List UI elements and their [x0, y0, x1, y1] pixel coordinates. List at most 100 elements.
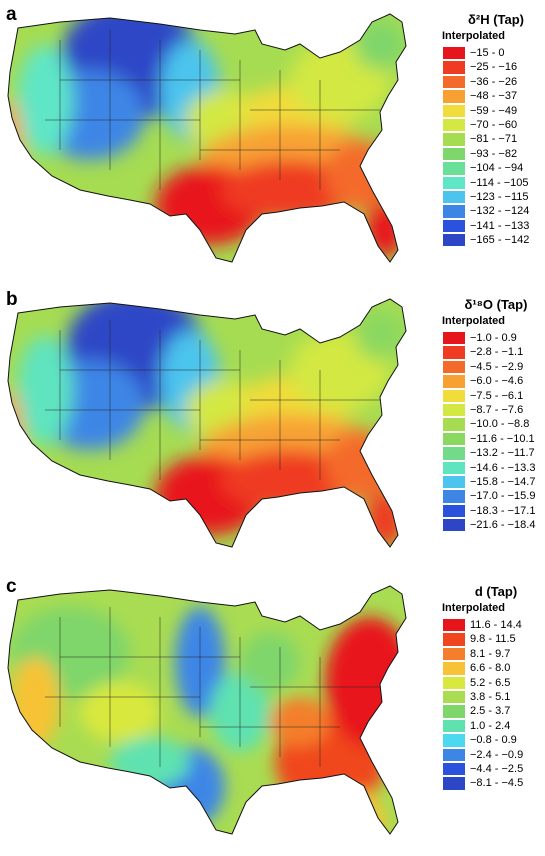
legend-range-label: 9.8 - 11.5	[470, 633, 516, 646]
legend-item: −15.8 - −14.7	[440, 475, 544, 489]
legend-range-label: −25 - −16	[470, 61, 518, 74]
legend-swatch	[443, 147, 465, 161]
legend-item: −114 - −105	[440, 176, 544, 190]
legend-swatch	[443, 403, 465, 417]
legend: δ¹⁸O (Tap) Interpolated −1.0 - 0.9 −2.8 -…	[440, 297, 544, 532]
panel-c: c d (Tap) Interpolated 11.6 - 14.4 9.8 - …	[0, 572, 545, 856]
legend-item: −59 - −49	[440, 104, 544, 118]
legend-range-label: −132 - −124	[470, 205, 530, 218]
legend-range-label: 8.1 - 9.7	[470, 647, 511, 660]
legend-swatch	[443, 360, 465, 374]
legend-item: 5.2 - 6.5	[440, 676, 544, 690]
legend-item: −8.1 - −4.5	[440, 776, 544, 790]
legend-subtitle: Interpolated	[442, 315, 505, 327]
state-borders	[45, 320, 380, 480]
legend-swatch	[443, 375, 465, 388]
legend-range-label: −141 - −133	[470, 219, 530, 232]
legend-swatch	[443, 418, 465, 431]
legend-item: −48 - −37	[440, 89, 544, 103]
map-oxygen	[7, 298, 407, 548]
legend-swatch	[443, 490, 465, 503]
legend-swatch	[443, 61, 465, 74]
legend-range-label: −8.1 - −4.5	[470, 777, 524, 790]
legend-range-label: −59 - −49	[470, 104, 518, 117]
legend-swatch	[443, 690, 465, 704]
legend-range-label: −6.0 - −4.6	[470, 375, 524, 388]
state-borders	[45, 607, 380, 767]
legend-item: −17.0 - −15.9	[440, 489, 544, 503]
legend-swatch	[443, 719, 465, 733]
legend-swatch	[443, 662, 465, 675]
legend-swatch	[443, 176, 465, 189]
legend-item: 3.8 - 5.1	[440, 690, 544, 704]
legend-range-label: −114 - −105	[470, 176, 529, 189]
legend-range-label: −13.2 - −11.7	[470, 447, 535, 460]
legend-swatch	[443, 619, 465, 632]
legend-item: −13.2 - −11.7	[440, 446, 544, 460]
legend-range-label: 6.6 - 8.0	[470, 662, 511, 675]
legend-range-label: 2.5 - 3.7	[470, 705, 511, 718]
legend-item: −6.0 - −4.6	[440, 374, 544, 388]
legend-item: −2.8 - −1.1	[440, 345, 544, 359]
legend-swatch	[443, 47, 465, 60]
legend-subtitle: Interpolated	[442, 602, 505, 614]
legend-range-label: −2.4 - −0.9	[470, 748, 524, 761]
legend-item: −123 - −115	[440, 190, 544, 204]
legend-item: 8.1 - 9.7	[440, 647, 544, 661]
legend-item: −4.4 - −2.5	[440, 762, 544, 776]
legend-swatch	[443, 90, 465, 103]
legend-title: d (Tap)	[474, 584, 518, 599]
legend-item: −25 - −16	[440, 60, 544, 74]
legend-range-label: −8.7 - −7.6	[470, 403, 524, 416]
legend-swatch	[443, 190, 465, 204]
legend-swatch	[443, 104, 465, 117]
legend-range-label: −4.4 - −2.5	[470, 762, 524, 775]
legend-swatch	[443, 475, 465, 489]
legend-swatch	[443, 447, 465, 460]
legend-swatch	[443, 762, 465, 776]
legend-range-label: −15.8 - −14.7	[470, 475, 536, 488]
panel-b: b δ¹⁸O (Tap) Interpolated −1.0 - 0.9 −2.8…	[0, 285, 545, 567]
legend-swatch	[443, 777, 465, 790]
panel-letter: b	[6, 289, 18, 310]
legend-swatch	[443, 75, 465, 89]
legend-range-label: −165 - −142	[470, 234, 530, 247]
legend-swatch	[443, 346, 465, 359]
legend-title: δ¹⁸O (Tap)	[464, 297, 528, 312]
legend-range-label: −93 - −82	[470, 147, 518, 160]
legend-item: −2.4 - −0.9	[440, 748, 544, 762]
legend-range-label: −104 - −94	[470, 162, 524, 175]
legend-swatch	[443, 234, 465, 247]
legend-swatch	[443, 676, 465, 689]
legend-swatch	[443, 133, 465, 146]
legend-item: −21.6 - −18.4	[440, 518, 544, 532]
legend-swatch	[443, 633, 465, 646]
legend-range-label: 11.6 - 14.4	[470, 619, 522, 631]
legend-range-label: −123 - −115	[470, 190, 529, 203]
legend-swatch	[443, 432, 465, 446]
legend-item: −104 - −94	[440, 161, 544, 175]
panel-a: a δ²H (Tap) Interpolated −15 - 0 −25 - −1…	[0, 0, 545, 280]
legend-swatch	[443, 389, 465, 402]
legend-item: −7.5 - −6.1	[440, 389, 544, 403]
legend-item: 6.6 - 8.0	[440, 661, 544, 675]
legend-item: −132 - −124	[440, 204, 544, 218]
legend-range-label: −11.6 - −10.1	[470, 432, 535, 445]
legend-swatch	[443, 705, 465, 718]
legend-range-label: −7.5 - −6.1	[470, 389, 524, 402]
legend-title: δ²H (Tap)	[467, 12, 525, 27]
legend-swatch	[443, 519, 465, 532]
panel-letter: c	[6, 576, 17, 597]
panel-letter: a	[6, 4, 17, 25]
legend-rows: 11.6 - 14.4 9.8 - 11.5 8.1 - 9.7 6.6 - 8.0 5…	[440, 618, 544, 791]
legend-range-label: −70 - −60	[470, 118, 518, 131]
legend-rows: −15 - 0 −25 - −16 −36 - −26 −48 - −37 −59 - …	[440, 46, 544, 247]
legend-item: −1.0 - 0.9	[440, 331, 544, 345]
legend-range-label: 5.2 - 6.5	[470, 676, 511, 689]
legend-swatch	[443, 205, 465, 218]
legend-item: −70 - −60	[440, 118, 544, 132]
legend-item: 1.0 - 2.4	[440, 719, 544, 733]
legend-swatch	[443, 504, 465, 518]
legend-item: −14.6 - −13.3	[440, 461, 544, 475]
legend-item: −93 - −82	[440, 147, 544, 161]
